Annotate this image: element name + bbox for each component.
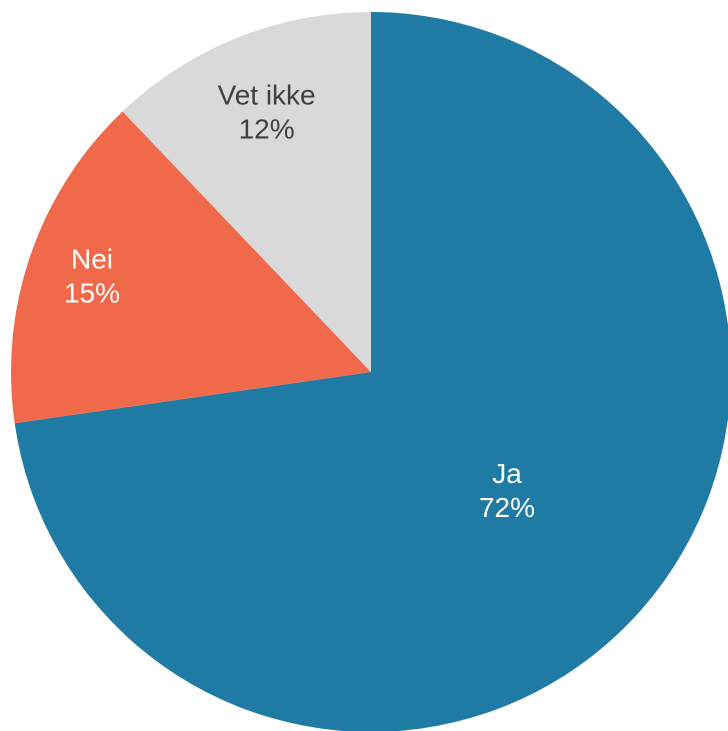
pie-slices — [10, 12, 728, 731]
pie-slice-nei — [10, 111, 371, 424]
slice-percent-ja: 72% — [479, 492, 535, 523]
slice-percent-vet-ikke: 12% — [239, 113, 295, 144]
pie-slice-ja — [14, 12, 728, 731]
slice-percent-nei: 15% — [64, 277, 120, 308]
slice-label-vet-ikke: Vet ikke — [218, 79, 316, 110]
slice-label-ja: Ja — [492, 458, 522, 489]
pie-slice-vet-ikke — [122, 12, 371, 372]
slice-label-nei: Nei — [71, 243, 113, 274]
